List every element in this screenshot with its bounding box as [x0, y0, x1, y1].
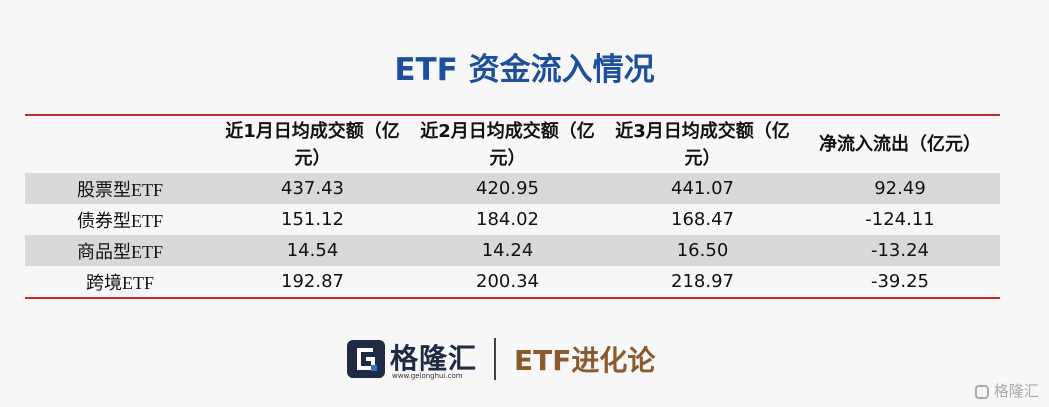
- row-label: 商品型ETF: [25, 235, 215, 266]
- table-row: 股票型ETF 437.43 420.95 441.07 92.49: [25, 173, 1000, 204]
- divider: [494, 338, 496, 380]
- column-header: 近3月日均成交额（亿元）: [615, 120, 790, 169]
- cell-value: 200.34: [476, 271, 539, 292]
- cell-value: 420.95: [410, 173, 605, 204]
- column-header: 近2月日均成交额（亿元）: [420, 120, 595, 169]
- column-header: 近1月日均成交额（亿元）: [225, 120, 400, 169]
- url: www.gelonghui.com: [392, 372, 463, 380]
- cell-value: -13.24: [800, 235, 1000, 266]
- row-label: 跨境ETF: [85, 272, 154, 293]
- title: ETF 资金流入情况: [394, 52, 655, 88]
- table-row: 债券型ETF 151.12 184.02 168.47 -124.11: [25, 204, 1000, 235]
- cell-value: 151.12: [281, 209, 344, 230]
- header-row: 近1月日均成交额（亿元） 近2月日均成交额（亿元） 近3月日均成交额（亿元） 净流入流…: [25, 115, 1000, 173]
- cell-value: 14.24: [410, 235, 605, 266]
- logo-icon: [347, 340, 385, 378]
- cell-value: 168.47: [671, 209, 734, 230]
- cell-value: 14.54: [215, 235, 410, 266]
- cell-value: 192.87: [281, 271, 344, 292]
- etf-table: 近1月日均成交额（亿元） 近2月日均成交额（亿元） 近3月日均成交额（亿元） 净流入流…: [25, 114, 1000, 299]
- watermark: 格隆汇: [975, 380, 1039, 401]
- column-header: 净流入流出（亿元）: [819, 134, 981, 155]
- cell-value: 92.49: [800, 173, 1000, 204]
- cell-value: 16.50: [605, 235, 800, 266]
- row-label: 债券型ETF: [76, 210, 163, 231]
- watermark-text: 格隆汇: [993, 382, 1039, 400]
- table-row: 跨境ETF 192.87 200.34 218.97 -39.25: [25, 266, 1000, 298]
- brand: 格隆汇: [390, 342, 478, 375]
- cell-value: 218.97: [671, 271, 734, 292]
- row-label: 股票型ETF: [25, 173, 215, 204]
- cell-value: -39.25: [870, 271, 930, 292]
- cell-value: 437.43: [215, 173, 410, 204]
- corner-cell: [25, 115, 215, 173]
- cell-value: 441.07: [605, 173, 800, 204]
- table-row: 商品型ETF 14.54 14.24 16.50 -13.24: [25, 235, 1000, 266]
- cell-value: -124.11: [865, 209, 935, 230]
- column-name: ETF进化论: [514, 344, 656, 377]
- cell-value: 184.02: [476, 209, 539, 230]
